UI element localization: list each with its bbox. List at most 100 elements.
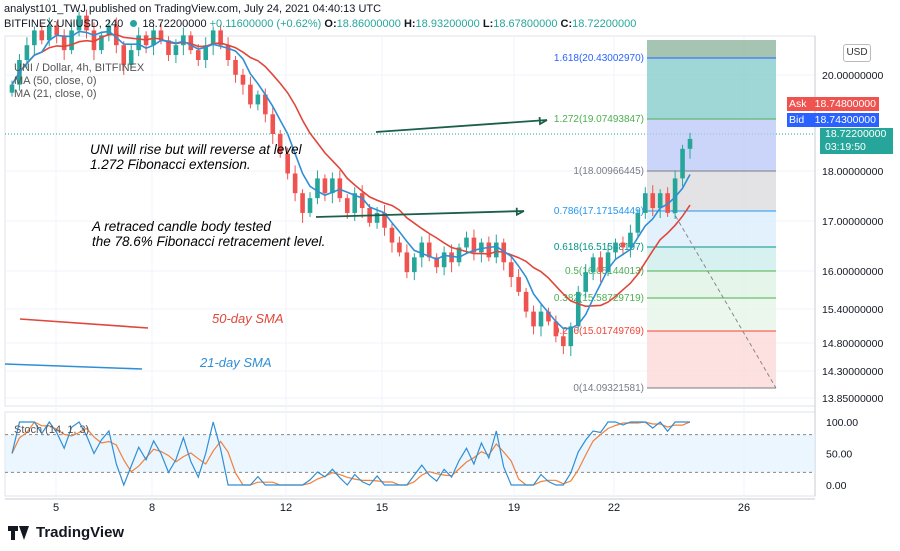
arrow-fib-extension-head (538, 116, 548, 126)
y-tick-label: 16.00000000 (822, 266, 883, 278)
legend-stoch[interactable]: Stoch (14, 1, 3) (14, 424, 90, 436)
candle-body (635, 212, 641, 233)
bid-label: Bid (789, 114, 805, 126)
axes: 20.00000000 18.00000000 17.00000000 16.0000… (5, 36, 883, 514)
candle-body (337, 178, 343, 199)
fib-level-label: 0.236(15.01749769) (554, 326, 644, 337)
stochastic-panel: 100.00 50.00 0.00 (5, 417, 858, 492)
x-tick-label: 26 (738, 502, 750, 514)
candle-body (426, 242, 432, 258)
fib-level-label: 0.5(16.05144013) (565, 266, 644, 277)
currency-button[interactable]: USD (843, 44, 871, 62)
symbol-header: BITFINEX:UNIUSD, 240 18.72200000 +0.1160… (4, 18, 636, 31)
fib-level-label: 0.786(17.17154449) (554, 206, 644, 217)
candle-body (344, 198, 350, 213)
candle-body (493, 242, 499, 258)
candle-body (419, 242, 425, 258)
candle-body (397, 242, 402, 253)
candle-body (76, 15, 82, 31)
candle-body (166, 40, 171, 56)
candle-body (106, 25, 112, 36)
y-tick-label: 14.30000000 (822, 366, 883, 378)
fib-level-label: 0.618(16.51588197) (554, 242, 644, 253)
annotation-fib-extension: UNI will rise but will reverse at level … (90, 142, 302, 172)
candle-body (84, 15, 89, 31)
tradingview-wordmark: TradingView (36, 524, 125, 541)
fib-level-label: 0(14.09321581) (573, 383, 644, 394)
sma21-line (11, 30, 691, 330)
open-label: O: (324, 18, 337, 30)
candle-body (471, 237, 477, 253)
tradingview-logo[interactable]: TradingView (8, 524, 124, 541)
candle-body (479, 242, 484, 253)
candle-body (628, 232, 633, 248)
annotation-retracement: A retraced candle body tested the 78.6% … (92, 219, 325, 249)
candle-body (188, 35, 194, 51)
candle-body (128, 50, 134, 65)
sma21-label: 21-day SMA (200, 355, 272, 370)
candle-body (441, 252, 447, 268)
candle-body (173, 45, 179, 56)
candle-body (158, 30, 164, 41)
sma50-line (11, 33, 691, 308)
live-dot-icon (130, 20, 138, 27)
fib-zone (647, 247, 776, 271)
legend-ma21[interactable]: MA (21, close, 0) (14, 88, 97, 100)
y-tick-label: 20.00000000 (822, 70, 883, 82)
stoch-k-line (11, 420, 690, 487)
publisher-text: analyst101_TWJ published on TradingView.… (4, 3, 382, 15)
high-value: 18.93200000 (415, 18, 480, 30)
change-text: +0.11600000 (+0.62%) (209, 18, 322, 30)
annotation-line: UNI will rise but will reverse at level (90, 142, 302, 157)
tradingview-logo-icon (8, 525, 30, 540)
candle-body (456, 247, 462, 263)
candle-body (642, 193, 648, 213)
candle-body (389, 227, 395, 243)
candle-body (568, 326, 574, 347)
sma21-legend-line (4, 363, 143, 370)
candle-body (553, 321, 559, 337)
countdown: 03:19:50 (825, 141, 866, 153)
legend-main[interactable]: UNI / Dollar, 4h, BITFINEX (14, 62, 145, 74)
x-tick-label: 19 (508, 502, 520, 514)
high-label: H: (403, 18, 416, 30)
ask-tag: Ask 18.74800000 (787, 97, 879, 111)
fib-zone (647, 271, 776, 298)
fib-level-label: 0.382(15.58729719) (554, 293, 644, 304)
candle-body (359, 193, 365, 208)
candle-body (233, 60, 238, 75)
candle-body (39, 30, 45, 41)
candle-body (434, 257, 439, 268)
annotation-line: the 78.6% Fibonacci retracement level. (92, 234, 326, 249)
bid-value: 18.74300000 (811, 113, 879, 127)
candle-body (69, 30, 74, 51)
arrow-retracement (315, 210, 525, 218)
candle-body (382, 212, 387, 228)
candle-body (195, 50, 201, 60)
annotation-arrows (315, 116, 548, 218)
sma50-legend-line (19, 318, 149, 329)
candle-body (54, 25, 60, 36)
y-tick-label: 18.00000000 (822, 166, 883, 178)
candle-body (613, 242, 618, 253)
candle-body (561, 336, 566, 347)
low-label: L: (482, 18, 494, 30)
candle-body (225, 45, 231, 60)
candle-body (181, 35, 186, 46)
candle-body (546, 311, 551, 322)
candle-body (255, 94, 261, 105)
candle-body (508, 262, 514, 278)
candle-body (650, 193, 656, 208)
stoch-band (5, 434, 815, 473)
close-label: C: (560, 18, 573, 30)
candle-body (352, 193, 358, 213)
close-value: 18.72200000 (572, 18, 637, 30)
candle-body (32, 30, 37, 46)
legend-ma50[interactable]: MA (50, close, 0) (14, 75, 97, 87)
candle-body (136, 35, 141, 51)
fib-zone (647, 331, 776, 388)
candle-body (598, 257, 603, 273)
candle-body (330, 178, 335, 194)
last-price-value: 18.72200000 (825, 128, 887, 140)
